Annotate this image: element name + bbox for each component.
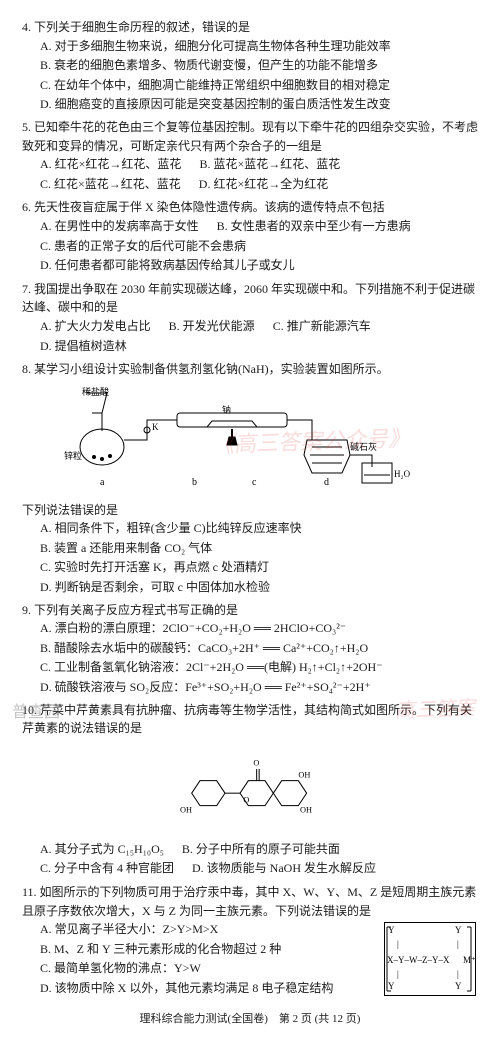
question-10: 10. 芹菜中芹黄素具有抗肿瘤、抗病毒等生物学活性，其结构简式如图所示。下列有关… — [22, 701, 478, 879]
q6-opt-b: B. 女性患者的双亲中至少有一方患病 — [217, 217, 411, 236]
svg-text:|: | — [397, 969, 399, 979]
q4-opt-a: A. 对于多细胞生物来说，细胞分化可提高生物体各种生理功能效率 — [40, 37, 478, 56]
q11-structure-box: YY || X–Y–W–Z–Y–X || YY M⁺ — [384, 922, 476, 996]
svg-text:|: | — [457, 969, 459, 979]
q7-opt-d: D. 提倡植树造林 — [40, 337, 127, 356]
svg-text:|: | — [397, 939, 399, 949]
q9-opt-a: A. 漂白粉的漂白原理：2ClO⁻+CO₂+H₂O ══ 2HClO+CO₃²⁻ — [40, 619, 478, 638]
question-4: 4. 下列关于细胞生命历程的叙述，错误的是 A. 对于多细胞生物来说，细胞分化可… — [22, 18, 478, 114]
q5-stem: 5. 已知牵牛花的花色由三个复等位基因控制。现有以下牵牛花的四组杂交实验，不考虑… — [22, 118, 478, 155]
question-8: 8. 某学习小组设计实验制备供氢剂氢化钠(NaH)，实验装置如图所示。 — [22, 360, 478, 597]
q5-opt-b: B. 蓝花×蓝花→红花、蓝花 — [199, 155, 340, 174]
question-6: 6. 先天性夜盲症属于伴 X 染色体隐性遗传病。该病的遗传特点不包括 A. 在男… — [22, 198, 478, 275]
fig-label-b: b — [192, 477, 197, 488]
q11-stem: 11. 如图所示的下列物质可用于治疗汞中毒，其中 X、W、Y、M、Z 是短周期主… — [22, 883, 478, 920]
svg-text:Y: Y — [455, 925, 462, 935]
fig-label-d: d — [324, 477, 329, 488]
q4-opt-b: B. 衰老的细胞色素增多、物质代谢变慢，但产生的功能不能增多 — [40, 56, 478, 75]
q5-opt-c: C. 红花×蓝花→红花、蓝花 — [40, 175, 181, 194]
mol-o: O — [253, 758, 259, 767]
q10-opt-d: D. 该物质能与 NaOH 发生水解反应 — [192, 859, 376, 878]
q6-stem: 6. 先天性夜盲症属于伴 X 染色体隐性遗传病。该病的遗传特点不包括 — [22, 198, 478, 217]
q6-opt-a: A. 在男性中的发病率高于女性 — [40, 217, 199, 236]
fig-label-h2o: H₂O — [394, 469, 411, 479]
q8-stem: 8. 某学习小组设计实验制备供氢剂氢化钠(NaH)，实验装置如图所示。 — [22, 360, 478, 379]
q10-opt-c: C. 分子中含有 4 种官能团 — [40, 859, 174, 878]
q8-apparatus-figure: 稀盐酸 a K 钠 b c H₂O 碱石灰 d 锌粒 《高三答案公众号》 — [52, 385, 432, 495]
svg-text:M⁺: M⁺ — [463, 955, 475, 965]
q9-stem: 9. 下列有关离子反应方程式书写正确的是 — [22, 601, 478, 620]
question-7: 7. 我国提出争取在 2030 年前实现碳达峰，2060 年实现碳中和。下列措施… — [22, 280, 478, 356]
q8-opt-c: C. 实验时先打开活塞 K，再点燃 c 处酒精灯 — [40, 558, 478, 577]
q9-opt-b: B. 醋酸除去水垢中的碳酸钙：CaCO₃+2H⁺ ══ Ca²⁺+CO₂↑+H₂… — [40, 639, 478, 658]
fig-label-lime: 碱石灰 — [350, 441, 377, 452]
fig-label-a: a — [100, 477, 105, 488]
fig-label-k: K — [152, 422, 159, 432]
q10-opt-a: A. 其分子式为 C₁₅H₁₀O₅ — [40, 840, 164, 859]
question-9: 9. 下列有关离子反应方程式书写正确的是 A. 漂白粉的漂白原理：2ClO⁻+C… — [22, 601, 478, 697]
svg-text:X–Y–W–Z–Y–X: X–Y–W–Z–Y–X — [387, 955, 450, 965]
q6-opt-c: C. 患者的正常子女的后代可能不会患病 — [40, 237, 246, 256]
q9-opt-c: C. 工业制备氢氧化钠溶液：2Cl⁻+2H₂O ══(电解) H₂↑+Cl₂↑+… — [40, 658, 478, 677]
mol-oh-2: OH — [298, 770, 310, 779]
q4-opt-c: C. 在幼年个体中，细胞凋亡能维持正常组织中细胞数目的相对稳定 — [40, 76, 478, 95]
fig-label-c: c — [252, 477, 257, 488]
q8-opt-a: A. 相同条件下，粗锌(含少量 C)比纯锌反应速率快 — [40, 519, 478, 538]
mol-o2: O — [243, 795, 249, 804]
q8-lead: 下列说法错误的是 — [22, 501, 478, 520]
q10-molecule-figure: OH O OH OH O — [175, 744, 325, 834]
q4-opt-d: D. 细胞癌变的直接原因可能是突变基因控制的蛋白质活性发生改变 — [40, 95, 478, 114]
q7-opt-a: A. 扩大火力发电占比 — [40, 317, 151, 336]
q9-opt-d: D. 硫酸铁溶液与 SO₂反应：Fe³⁺+SO₂+H₂O ══ Fe²⁺+SO₄… — [40, 678, 478, 697]
q10-stem: 10. 芹菜中芹黄素具有抗肿瘤、抗病毒等生物学活性，其结构简式如图所示。下列有关… — [22, 701, 478, 738]
fig-label-na: 钠 — [222, 404, 231, 415]
q10-opt-b: B. 分子中所有的原子可能共面 — [182, 840, 340, 859]
question-5: 5. 已知牵牛花的花色由三个复等位基因控制。现有以下牵牛花的四组杂交实验，不考虑… — [22, 118, 478, 194]
svg-text:Y: Y — [388, 981, 395, 991]
q4-stem: 4. 下列关于细胞生命历程的叙述，错误的是 — [22, 18, 478, 37]
q5-opt-d: D. 红花×红花→全为红花 — [199, 175, 328, 194]
page-footer: 理科综合能力测试(全国卷) 第 2 页 (共 12 页) — [22, 1011, 478, 1028]
fig-label-zn: 锌粒 — [64, 450, 82, 461]
q5-opt-a: A. 红花×红花→红花、蓝花 — [40, 155, 181, 174]
question-11: 11. 如图所示的下列物质可用于治疗汞中毒，其中 X、W、Y、M、Z 是短周期主… — [22, 883, 478, 999]
q8-opt-b: B. 装置 a 还能用来制备 CO₂ 气体 — [40, 539, 478, 558]
q7-opt-c: C. 推广新能源汽车 — [273, 317, 371, 336]
q7-stem: 7. 我国提出争取在 2030 年前实现碳达峰，2060 年实现碳中和。下列措施… — [22, 280, 478, 317]
q8-opt-d: D. 判断钠是否剩余，可取 c 中固体加水检验 — [40, 578, 478, 597]
mol-oh-1: OH — [180, 805, 192, 814]
svg-text:Y: Y — [455, 981, 462, 991]
q7-opt-b: B. 开发光伏能源 — [169, 317, 255, 336]
svg-text:|: | — [457, 939, 459, 949]
fig-label-acid: 稀盐酸 — [82, 386, 109, 397]
mol-oh-3: OH — [300, 805, 312, 814]
q6-opt-d: D. 任何患者都可能将致病基因传给其儿子或女儿 — [40, 256, 295, 275]
